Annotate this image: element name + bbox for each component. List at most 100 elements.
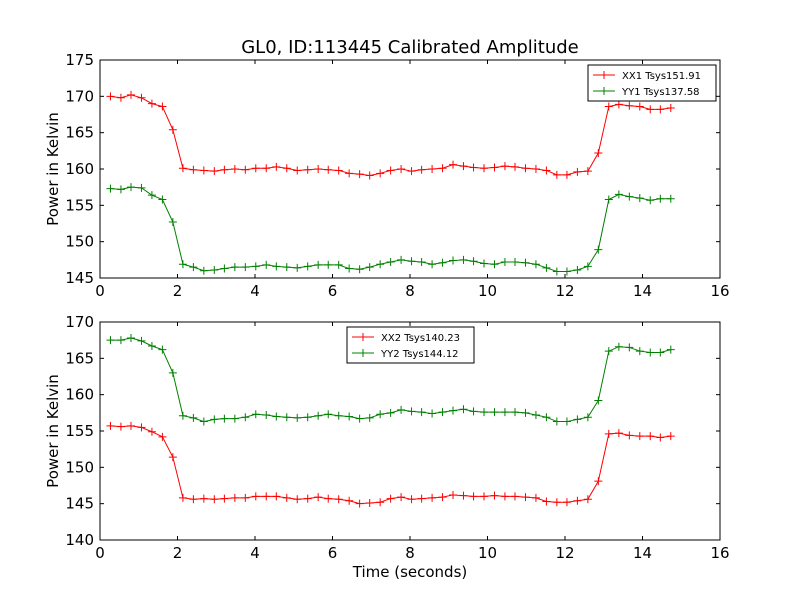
data-point	[137, 336, 146, 345]
y-tick-label: 150	[65, 458, 94, 476]
data-point	[178, 260, 187, 269]
data-point	[449, 160, 458, 169]
data-point	[625, 101, 634, 110]
data-point	[386, 258, 395, 267]
data-point	[594, 245, 603, 254]
data-point	[272, 492, 281, 501]
data-point	[511, 492, 520, 501]
data-point	[490, 163, 499, 172]
y-tick-label: 170	[65, 87, 94, 105]
x-tick-label: 12	[555, 544, 574, 562]
data-point	[365, 171, 374, 180]
y-tick-label: 175	[65, 51, 94, 69]
data-point	[438, 258, 447, 267]
data-point	[303, 165, 312, 174]
x-tick-label: 4	[250, 544, 260, 562]
data-point	[127, 421, 135, 430]
data-point	[646, 348, 655, 357]
data-point	[407, 167, 416, 176]
data-point	[469, 407, 478, 416]
data-point	[251, 410, 260, 419]
data-point	[262, 411, 271, 420]
data-point	[531, 260, 540, 269]
data-point	[386, 408, 395, 417]
data-point	[365, 263, 374, 272]
data-point	[531, 165, 540, 173]
data-point	[583, 495, 592, 504]
data-point	[480, 492, 489, 501]
data-point	[272, 262, 281, 271]
data-point	[386, 166, 395, 175]
data-point	[625, 431, 634, 440]
data-point	[542, 263, 551, 272]
data-point	[438, 408, 447, 417]
data-point	[168, 453, 177, 462]
data-point	[345, 264, 354, 273]
y-tick-label: 155	[65, 422, 94, 440]
y-tick-label: 155	[65, 196, 94, 214]
x-tick-label: 8	[405, 544, 415, 562]
data-point	[469, 163, 478, 172]
data-point	[210, 266, 219, 275]
data-point	[116, 336, 125, 345]
data-point	[293, 263, 302, 272]
data-point	[220, 165, 229, 174]
data-point	[449, 256, 458, 265]
legend-marker	[359, 333, 367, 341]
data-point	[189, 263, 198, 272]
data-point	[428, 260, 437, 269]
legend-marker	[600, 87, 608, 95]
data-point	[106, 92, 115, 101]
data-point	[365, 498, 374, 507]
data-point	[189, 165, 198, 174]
data-point	[282, 263, 291, 272]
data-point	[158, 345, 167, 354]
data-point	[189, 495, 198, 504]
data-point	[168, 368, 177, 377]
data-point	[178, 411, 187, 420]
data-point	[210, 415, 219, 424]
x-tick-label: 6	[328, 282, 338, 300]
data-point	[137, 93, 146, 102]
data-point	[199, 494, 208, 503]
data-point	[220, 264, 229, 273]
data-point	[106, 421, 115, 430]
data-point	[666, 345, 675, 354]
data-point	[147, 99, 156, 108]
data-point	[230, 263, 239, 272]
data-point	[646, 105, 655, 114]
data-point	[324, 165, 333, 174]
x-tick-label: 0	[95, 282, 105, 300]
data-point	[334, 411, 343, 420]
data-point	[562, 498, 571, 507]
data-point	[355, 499, 364, 508]
data-point	[189, 413, 198, 422]
x-tick-label: 10	[478, 282, 497, 300]
data-point	[521, 258, 530, 267]
data-point	[158, 102, 167, 111]
data-point	[646, 196, 655, 205]
data-point	[210, 495, 219, 504]
data-point	[500, 492, 509, 501]
data-point	[116, 422, 125, 431]
data-point	[480, 408, 489, 417]
data-point	[147, 191, 156, 200]
data-point	[614, 429, 623, 438]
data-point	[355, 265, 364, 274]
x-tick-label: 12	[555, 282, 574, 300]
data-point	[583, 413, 592, 422]
data-point	[324, 494, 333, 503]
data-point	[542, 413, 551, 422]
data-point	[397, 493, 406, 502]
data-point	[594, 396, 603, 405]
data-point	[594, 149, 603, 158]
data-point	[521, 408, 530, 417]
data-point	[635, 432, 644, 441]
data-point	[469, 257, 478, 266]
data-point	[531, 493, 540, 502]
data-point	[614, 190, 623, 199]
data-point	[303, 413, 312, 422]
data-point	[230, 493, 239, 502]
bottom-panel: 0 2 4 6 8 10 12 14 16 140 145 150 155 160 165 170 Power …	[44, 313, 730, 581]
